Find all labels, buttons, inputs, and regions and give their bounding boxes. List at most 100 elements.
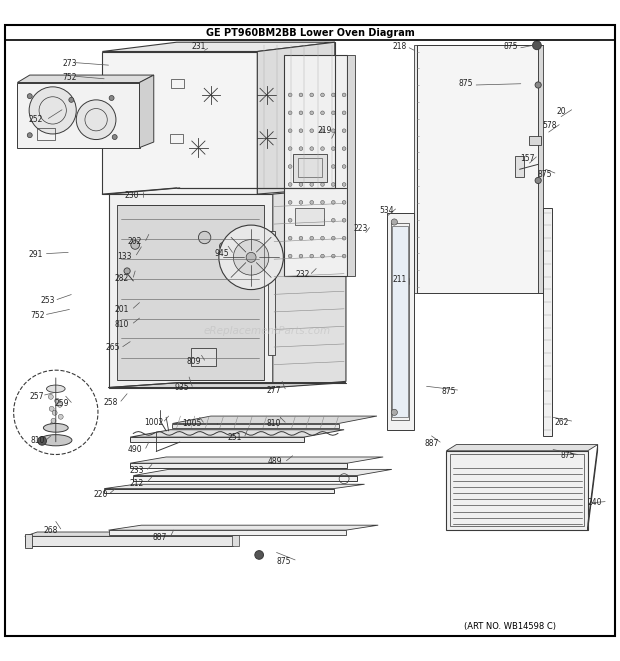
Circle shape [288,93,292,97]
Circle shape [29,87,76,134]
Circle shape [58,414,63,419]
Text: 212: 212 [130,479,143,488]
Circle shape [299,93,303,97]
Text: 251: 251 [227,433,242,442]
Polygon shape [104,488,334,493]
Text: 277: 277 [267,385,281,395]
Bar [170,134,183,143]
Circle shape [321,200,324,204]
Circle shape [332,147,335,151]
Circle shape [219,225,283,290]
Polygon shape [17,83,140,147]
Text: 291: 291 [29,251,43,259]
Bar [183,421,217,427]
Circle shape [321,237,324,240]
Circle shape [76,100,116,139]
Polygon shape [108,525,378,530]
Text: 230: 230 [125,191,140,200]
Circle shape [321,111,324,114]
Polygon shape [108,530,346,535]
Circle shape [288,237,292,240]
Text: 257: 257 [30,392,45,401]
Text: 810: 810 [30,436,45,446]
Bar [293,154,327,182]
Text: 219: 219 [317,126,332,136]
Circle shape [332,93,335,97]
Circle shape [57,403,62,407]
Circle shape [342,254,346,258]
Circle shape [310,111,314,114]
Bar [232,535,239,546]
Circle shape [288,147,292,151]
Text: 752: 752 [63,73,78,82]
Circle shape [310,237,314,240]
Circle shape [310,218,314,222]
Polygon shape [108,194,273,387]
Circle shape [342,237,346,240]
Polygon shape [347,55,355,276]
Circle shape [332,237,335,240]
Text: 201: 201 [114,305,129,314]
Bar [543,208,552,436]
Text: 211: 211 [392,275,406,284]
Circle shape [310,182,314,186]
Circle shape [69,97,74,102]
Circle shape [342,182,346,186]
Circle shape [288,129,292,133]
Bar [450,455,584,526]
Circle shape [131,241,140,249]
Polygon shape [130,463,347,468]
Polygon shape [387,213,414,430]
Circle shape [310,93,314,97]
Bar [191,348,216,366]
Bar [25,534,32,547]
Polygon shape [588,445,598,530]
Polygon shape [104,485,365,488]
Text: 809: 809 [187,357,202,366]
Circle shape [49,407,54,411]
Circle shape [255,551,264,559]
Text: 489: 489 [268,457,283,467]
Circle shape [299,129,303,133]
Circle shape [321,147,324,151]
Text: 240: 240 [588,498,603,508]
Polygon shape [102,52,257,194]
Bar [298,158,322,176]
Text: 20: 20 [557,106,567,116]
Ellipse shape [43,424,68,432]
Text: 875: 875 [560,451,575,460]
Text: 1005: 1005 [182,419,202,428]
Bar [392,226,408,417]
Circle shape [342,93,346,97]
Circle shape [332,182,335,186]
Circle shape [246,253,256,262]
Circle shape [299,254,303,258]
Text: 157: 157 [520,153,534,163]
Text: 578: 578 [542,122,557,130]
Text: 490: 490 [128,445,143,454]
Text: 810: 810 [114,320,129,329]
Circle shape [332,129,335,133]
Text: 202: 202 [128,237,143,246]
Circle shape [332,165,335,169]
Text: 258: 258 [103,398,118,407]
Circle shape [109,96,114,100]
Polygon shape [172,424,339,428]
Polygon shape [108,383,346,387]
Bar [446,451,588,530]
Text: (ART NO. WB14598 C): (ART NO. WB14598 C) [464,623,556,631]
Text: 262: 262 [554,418,569,427]
Text: 268: 268 [43,525,58,535]
Polygon shape [414,46,417,293]
Polygon shape [17,75,154,83]
Polygon shape [133,469,392,475]
Circle shape [321,93,324,97]
Text: 875: 875 [503,42,518,51]
Bar [268,231,275,356]
Bar [529,136,541,145]
Circle shape [391,219,397,225]
Bar [294,208,324,225]
Text: 810: 810 [267,419,281,428]
Circle shape [299,237,303,240]
Text: 875: 875 [537,170,552,178]
